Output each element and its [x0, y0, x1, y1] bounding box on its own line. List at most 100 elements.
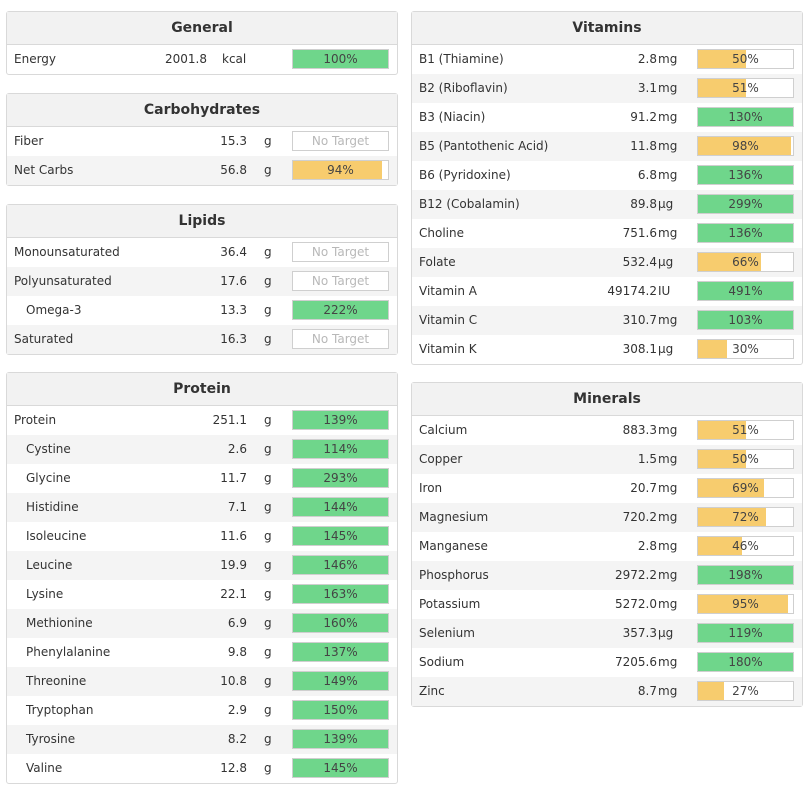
nutrient-unit: mg [658, 597, 678, 611]
progress-fill [698, 340, 727, 358]
nutrient-row: Polyunsaturated 17.6 g No Target [7, 267, 397, 296]
nutrient-unit: mg [658, 52, 678, 66]
progress-fill [698, 508, 767, 526]
nutrient-row: Vitamin A 49174.2 IU 491% [412, 277, 802, 306]
progress-fill [698, 479, 764, 497]
nutrient-amount: 2.8 [637, 52, 657, 66]
nutrient-unit: g [264, 558, 272, 572]
progress-percent: 136% [728, 226, 763, 240]
nutrient-name: Vitamin A [419, 284, 477, 298]
minerals-rows: Calcium 883.3 mg 51% Copper 1.5 mg 50% Iron 20.7 m… [412, 416, 802, 706]
nutrient-row: Protein 251.1 g 139% [7, 406, 397, 435]
nutrient-amount: 2.8 [637, 539, 657, 553]
carbohydrates-panel: Carbohydrates Fiber 15.3 g No Target Net Car… [6, 93, 398, 186]
nutrient-amount: 36.4 [220, 245, 247, 259]
nutrient-unit: µg [658, 342, 674, 356]
progress-fill [293, 161, 383, 179]
nutrient-name: Selenium [419, 626, 475, 640]
nutrient-amount: 532.4 [622, 255, 657, 269]
nutrient-unit: IU [658, 284, 671, 298]
progress-fill [293, 585, 388, 603]
progress-fill [698, 50, 746, 68]
nutrient-row: Calcium 883.3 mg 51% [412, 416, 802, 445]
nutrient-row: Folate 532.4 µg 66% [412, 248, 802, 277]
progress-percent: 51% [732, 81, 759, 95]
nutrient-amount: 15.3 [220, 134, 247, 148]
nutrient-name: Protein [14, 413, 57, 427]
target-progress-bar: 139% [292, 729, 389, 749]
nutrient-amount: 8.7 [637, 684, 657, 698]
progress-percent: 139% [323, 732, 358, 746]
progress-fill [293, 301, 388, 319]
target-progress-bar: 139% [292, 410, 389, 430]
nutrient-name: Folate [419, 255, 456, 269]
nutrient-name: B3 (Niacin) [419, 110, 486, 124]
target-progress-bar: 137% [292, 642, 389, 662]
nutrient-row: Copper 1.5 mg 50% [412, 445, 802, 474]
target-progress-bar: 72% [697, 507, 794, 527]
nutrient-row: Histidine 7.1 g 144% [7, 493, 397, 522]
nutrient-unit: g [264, 332, 272, 346]
nutrient-row: Phosphorus 2972.2 mg 198% [412, 561, 802, 590]
nutrient-unit: g [264, 732, 272, 746]
nutrient-name: Calcium [419, 423, 468, 437]
nutrient-unit: g [264, 761, 272, 775]
progress-percent: 160% [323, 616, 358, 630]
target-progress-bar: 27% [697, 681, 794, 701]
nutrient-row: Isoleucine 11.6 g 145% [7, 522, 397, 551]
nutrient-amount: 357.3 [622, 626, 657, 640]
target-progress-bar: 136% [697, 165, 794, 185]
nutrient-amount: 91.2 [630, 110, 657, 124]
target-progress-bar: 160% [292, 613, 389, 633]
nutrient-amount: 19.9 [220, 558, 247, 572]
nutrient-row: Saturated 16.3 g No Target [7, 325, 397, 354]
target-progress-bar: No Target [292, 242, 389, 262]
nutrient-name: Methionine [26, 616, 93, 630]
nutrient-unit: µg [658, 255, 674, 269]
progress-percent: 30% [732, 342, 759, 356]
nutrient-amount: 20.7 [630, 481, 657, 495]
nutrient-amount: 3.1 [637, 81, 657, 95]
carbohydrates-title: Carbohydrates [7, 94, 397, 127]
target-progress-bar: 299% [697, 194, 794, 214]
general-title: General [7, 12, 397, 45]
general-rows: Energy 2001.8 kcal 100% [7, 45, 397, 74]
nutrient-name: Valine [26, 761, 63, 775]
progress-fill [293, 498, 388, 516]
progress-fill [698, 108, 793, 126]
nutrient-row: Glycine 11.7 g 293% [7, 464, 397, 493]
nutrient-amount: 89.8 [630, 197, 657, 211]
nutrient-row: Omega-3 13.3 g 222% [7, 296, 397, 325]
progress-percent: 145% [323, 529, 358, 543]
nutrient-row: Zinc 8.7 mg 27% [412, 677, 802, 706]
lipids-title: Lipids [7, 205, 397, 238]
nutrient-unit: mg [658, 226, 678, 240]
nutrient-name: B5 (Pantothenic Acid) [419, 139, 549, 153]
nutrient-amount: 10.8 [220, 674, 247, 688]
nutrient-name: Tryptophan [26, 703, 94, 717]
nutrient-name: Choline [419, 226, 464, 240]
target-progress-bar: 46% [697, 536, 794, 556]
nutrient-row: B3 (Niacin) 91.2 mg 130% [412, 103, 802, 132]
target-progress-bar: 180% [697, 652, 794, 672]
progress-percent: 114% [323, 442, 358, 456]
progress-fill [698, 311, 793, 329]
nutrient-amount: 17.6 [220, 274, 247, 288]
target-progress-bar: 146% [292, 555, 389, 575]
target-progress-bar: 100% [292, 49, 389, 69]
progress-fill [293, 643, 388, 661]
target-progress-bar: 51% [697, 78, 794, 98]
progress-fill [293, 469, 388, 487]
progress-fill [698, 624, 793, 642]
target-progress-bar: 293% [292, 468, 389, 488]
nutrient-amount: 7.1 [227, 500, 247, 514]
nutrient-amount: 11.8 [630, 139, 657, 153]
progress-percent: 50% [732, 52, 759, 66]
nutrient-amount: 11.6 [220, 529, 247, 543]
nutrient-amount: 12.8 [220, 761, 247, 775]
progress-fill [698, 653, 793, 671]
nutrient-unit: mg [658, 110, 678, 124]
target-progress-bar: 198% [697, 565, 794, 585]
nutrient-unit: g [264, 674, 272, 688]
progress-percent: 146% [323, 558, 358, 572]
